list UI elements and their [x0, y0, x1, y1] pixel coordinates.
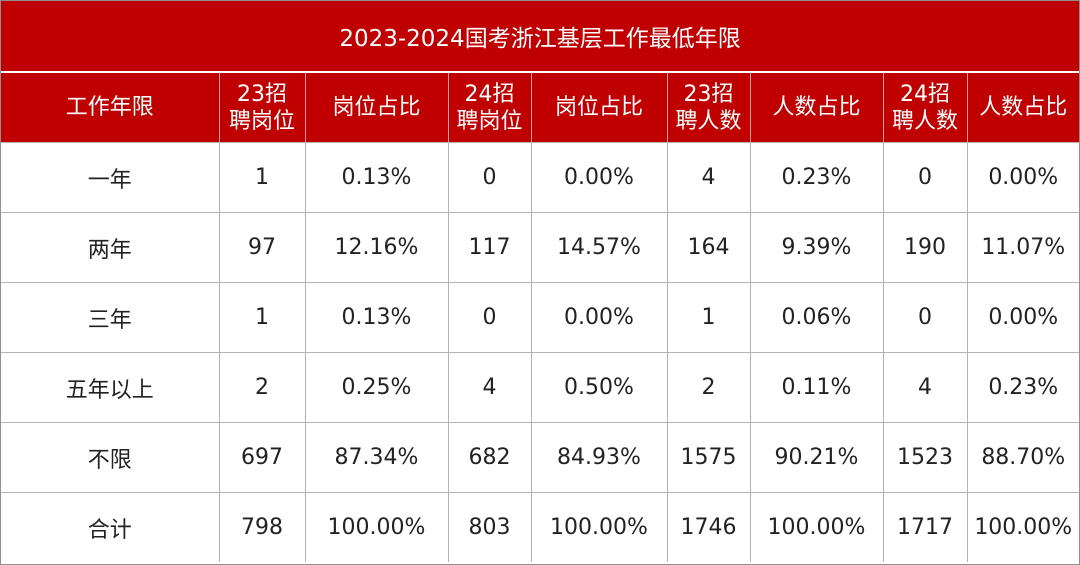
table-cell: 12.16%: [304, 212, 448, 283]
column-header-line: 岗位占比: [554, 95, 643, 120]
column-header-line: 人数占比: [772, 95, 861, 120]
column-header: 23招 聘岗位: [218, 72, 305, 143]
table-cell: 0.13%: [304, 282, 448, 353]
table-cell: 0.23%: [966, 352, 1080, 423]
table-row: 两年 97 12.16% 117 14.57% 164 9.39% 190 11.07%: [1, 212, 1080, 283]
row-label-cell: 合计: [1, 492, 219, 562]
table-cell: 87.34%: [304, 422, 448, 493]
column-header-line: 聘人数: [891, 108, 958, 134]
table-cell: 0.23%: [749, 142, 883, 213]
table-cell: 190: [882, 212, 967, 283]
column-header-line: 聘岗位: [456, 108, 523, 134]
table-row: 五年以上 2 0.25% 4 0.50% 2 0.11% 4 0.23%: [1, 352, 1080, 423]
table-cell: 100.00%: [304, 492, 448, 562]
table-cell: 798: [218, 492, 305, 562]
table-cell: 0: [447, 282, 531, 353]
column-header-line: 聘岗位: [228, 108, 295, 134]
column-header: 人数占比: [966, 72, 1080, 143]
column-header-line: 24招: [464, 81, 515, 107]
table-cell: 4: [882, 352, 967, 423]
table-cell: 117: [447, 212, 531, 283]
table-cell: 84.93%: [530, 422, 667, 493]
table-cell: 1523: [882, 422, 967, 493]
table-cell: 1: [218, 142, 305, 213]
row-label-cell: 两年: [1, 212, 219, 283]
table-cell: 1: [218, 282, 305, 353]
table-cell: 0.06%: [749, 282, 883, 353]
table-cell: 803: [447, 492, 531, 562]
table-cell: 88.70%: [966, 422, 1080, 493]
column-header: 23招 聘人数: [666, 72, 750, 143]
table-cell: 4: [447, 352, 531, 423]
column-header-line: 聘人数: [675, 108, 742, 134]
table-cell: 100.00%: [966, 492, 1080, 562]
table-row: 三年 1 0.13% 0 0.00% 1 0.06% 0 0.00%: [1, 282, 1080, 353]
column-header: 工作年限: [1, 72, 219, 143]
title-row: 2023-2024国考浙江基层工作最低年限: [1, 1, 1080, 73]
column-header: 24招 聘人数: [882, 72, 967, 143]
column-header-line: 23招: [237, 81, 287, 107]
table-cell: 100.00%: [749, 492, 883, 562]
table-cell: 9.39%: [749, 212, 883, 283]
column-header: 24招 聘岗位: [447, 72, 531, 143]
row-label-cell: 五年以上: [1, 352, 219, 423]
table-cell: 1717: [882, 492, 967, 562]
table-cell: 97: [218, 212, 305, 283]
column-header: 岗位占比: [530, 72, 667, 143]
table-cell: 4: [666, 142, 750, 213]
column-header-line: 工作年限: [65, 95, 154, 120]
column-header: 人数占比: [749, 72, 883, 143]
table-cell: 697: [218, 422, 305, 493]
column-header: 岗位占比: [304, 72, 448, 143]
table-cell: 0.00%: [530, 282, 667, 353]
table-cell: 1: [666, 282, 750, 353]
table-cell: 1746: [666, 492, 750, 562]
table-cell: 0: [882, 282, 967, 353]
column-header-line: 岗位占比: [332, 95, 421, 120]
column-header-line: 23招: [683, 81, 734, 107]
table-cell: 100.00%: [530, 492, 667, 562]
table-row: 不限 697 87.34% 682 84.93% 1575 90.21% 1523 88.70%: [1, 422, 1080, 493]
row-label-cell: 不限: [1, 422, 219, 493]
table-cell: 0: [882, 142, 967, 213]
table-cell: 0: [447, 142, 531, 213]
column-header-line: 24招: [900, 81, 950, 107]
table-cell: 1575: [666, 422, 750, 493]
table-cell: 0.00%: [966, 142, 1080, 213]
header-row: 工作年限 23招 聘岗位 岗位占比 24招 聘岗位 岗位占比 23招 聘人数 人数占比 24招 聘人数…: [1, 72, 1080, 143]
table-cell: 2: [218, 352, 305, 423]
table-cell: 0.50%: [530, 352, 667, 423]
table-cell: 11.07%: [966, 212, 1080, 283]
table-cell: 164: [666, 212, 750, 283]
table-body: 一年 1 0.13% 0 0.00% 4 0.23% 0 0.00% 两年 97 12.16% 117 1…: [1, 142, 1080, 562]
table-title: 2023-2024国考浙江基层工作最低年限: [1, 1, 1080, 73]
table-cell: 2: [666, 352, 750, 423]
table-row: 一年 1 0.13% 0 0.00% 4 0.23% 0 0.00%: [1, 142, 1080, 213]
table-cell: 0.25%: [304, 352, 448, 423]
table-cell: 90.21%: [749, 422, 883, 493]
table-row: 合计 798 100.00% 803 100.00% 1746 100.00% 1717 100…: [1, 492, 1080, 562]
table-cell: 682: [447, 422, 531, 493]
table-cell: 14.57%: [530, 212, 667, 283]
table-cell: 0.13%: [304, 142, 448, 213]
row-label-cell: 一年: [1, 142, 219, 213]
table-cell: 0.00%: [966, 282, 1080, 353]
row-label-cell: 三年: [1, 282, 219, 353]
table-cell: 0.00%: [530, 142, 667, 213]
table-cell: 0.11%: [749, 352, 883, 423]
column-header-line: 人数占比: [979, 95, 1068, 120]
